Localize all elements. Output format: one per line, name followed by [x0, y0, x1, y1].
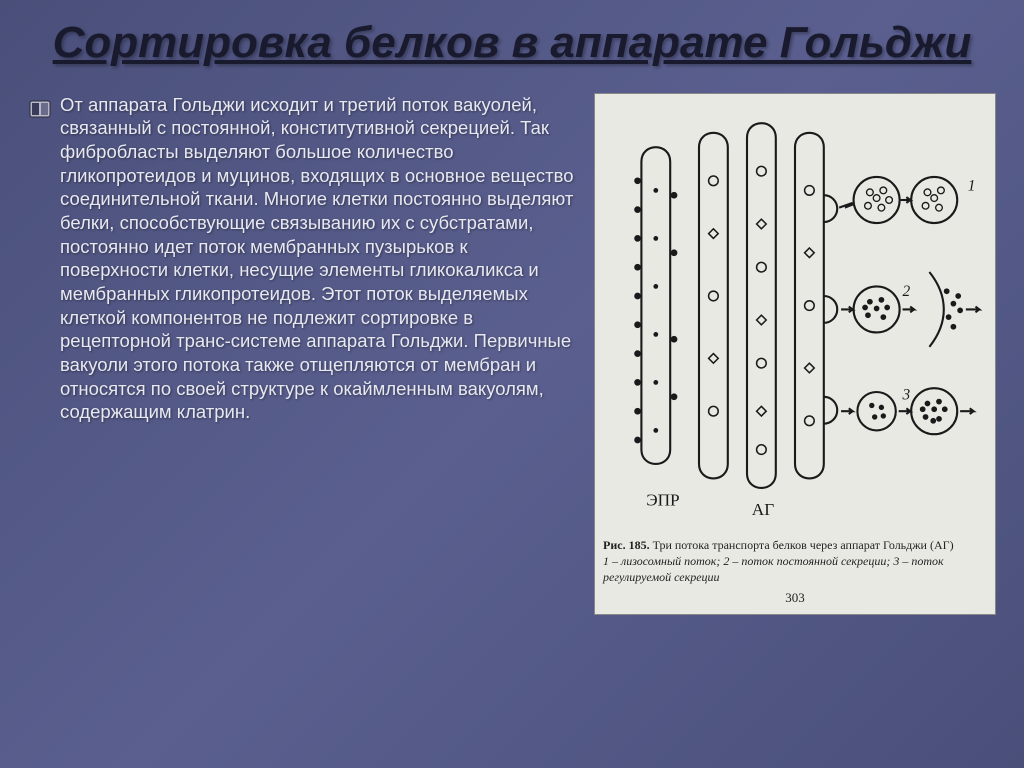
figure-caption: Рис. 185. Три потока транспорта белков ч…: [603, 537, 987, 586]
page-number: 303: [603, 590, 987, 606]
label-epr: ЭПР: [646, 490, 679, 509]
caption-title: Три потока транспорта белков через аппар…: [653, 538, 954, 552]
golgi-diagram: ЭПР АГ 1 2 3: [603, 104, 987, 531]
figure-panel: ЭПР АГ 1 2 3 Рис. 185. Три потока трансп…: [594, 93, 996, 615]
caption-lines: 1 – лизосомный поток; 2 – поток постоянн…: [603, 554, 944, 584]
slide-title: Сортировка белков в аппарате Гольджи: [28, 18, 996, 69]
body-paragraph: От аппарата Гольджи исходит и третий пот…: [60, 93, 578, 424]
text-column: От аппарата Гольджи исходит и третий пот…: [28, 93, 578, 424]
label-1: 1: [968, 177, 976, 194]
caption-label: Рис. 185.: [603, 538, 650, 552]
slide: Сортировка белков в аппарате Гольджи От …: [0, 0, 1024, 768]
bullet-icon: [28, 97, 52, 121]
label-ag: АГ: [752, 499, 774, 518]
label-2: 2: [903, 283, 911, 300]
content-row: От аппарата Гольджи исходит и третий пот…: [28, 93, 996, 615]
label-3: 3: [902, 386, 911, 403]
